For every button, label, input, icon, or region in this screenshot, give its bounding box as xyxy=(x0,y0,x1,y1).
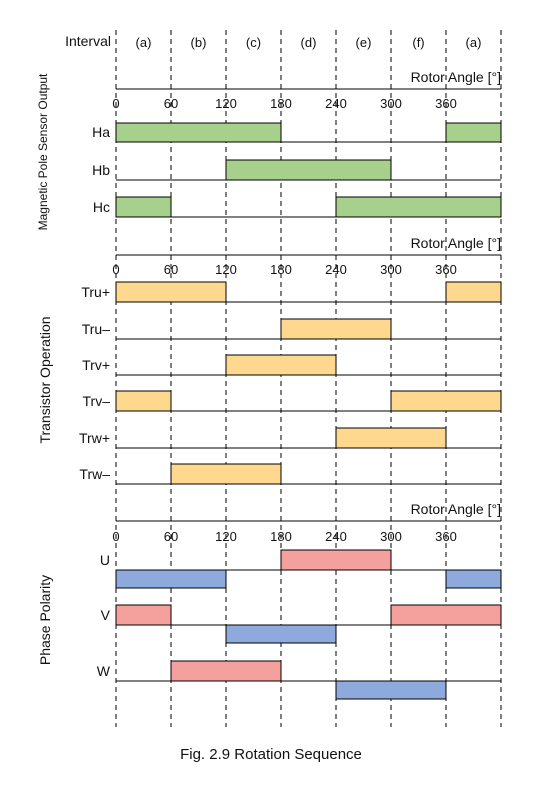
signal-row-2: V xyxy=(101,604,502,644)
tick-label: 300 xyxy=(380,262,402,277)
signal-segment-negative xyxy=(115,569,227,589)
row-label: Trw+ xyxy=(79,430,110,446)
tick-label: 60 xyxy=(164,262,178,277)
signal-segment-negative xyxy=(445,569,502,589)
tick-label: 0 xyxy=(112,529,119,544)
tick-label: 60 xyxy=(164,529,178,544)
tick-label: 360 xyxy=(435,262,457,277)
axis-title: Rotor Angle [°] xyxy=(411,235,501,251)
tick-label: 360 xyxy=(435,529,457,544)
signal-row-1: Ha xyxy=(92,122,502,143)
row-label: W xyxy=(97,663,111,679)
section-title: Magnetic Pole Sensor Output xyxy=(36,73,50,230)
row-label: Tru+ xyxy=(81,284,110,300)
row-label: Tru– xyxy=(82,321,110,337)
signal-segment-on xyxy=(390,390,502,412)
tick-label: 60 xyxy=(164,96,178,111)
signal-segment-positive xyxy=(170,660,282,682)
signal-row-6: Trw– xyxy=(79,463,501,485)
signal-row-2: Tru– xyxy=(82,318,501,340)
signal-row-3: Trv+ xyxy=(82,354,501,376)
signal-row-2: Hb xyxy=(92,159,501,181)
interval-name: (a) xyxy=(466,35,482,50)
interval-name: (d) xyxy=(301,35,317,50)
interval-label: Interval xyxy=(65,33,111,49)
tick-label: 120 xyxy=(215,96,237,111)
signal-row-1: Tru+ xyxy=(81,281,502,303)
tick-label: 180 xyxy=(270,529,292,544)
tick-label: 0 xyxy=(112,96,119,111)
row-label: Hc xyxy=(93,199,110,215)
tick-label: 300 xyxy=(380,96,402,111)
signal-row-5: Trw+ xyxy=(79,427,501,449)
signal-segment-high xyxy=(335,196,502,218)
signal-segment-on xyxy=(335,427,447,449)
tick-label: 300 xyxy=(380,529,402,544)
signal-segment-positive xyxy=(390,604,502,626)
signal-segment-on xyxy=(115,281,227,303)
interval-name: (b) xyxy=(191,35,207,50)
signal-segment-high xyxy=(115,196,172,218)
row-label: U xyxy=(100,552,110,568)
signal-segment-on xyxy=(170,463,282,485)
signal-segment-high xyxy=(115,122,282,143)
interval-name: (e) xyxy=(356,35,372,50)
row-label: Ha xyxy=(92,124,110,140)
interval-name: (f) xyxy=(412,35,424,50)
tick-label: 180 xyxy=(270,96,292,111)
figure-caption: Fig. 2.9 Rotation Sequence xyxy=(180,746,362,763)
interval-name: (c) xyxy=(246,35,261,50)
signal-segment-high xyxy=(445,122,502,143)
row-label: V xyxy=(101,607,111,623)
signal-segment-high xyxy=(225,159,392,181)
row-label: Trw– xyxy=(79,466,110,482)
tick-label: 120 xyxy=(215,529,237,544)
signal-segment-positive xyxy=(115,604,172,626)
tick-label: 360 xyxy=(435,96,457,111)
axis-title: Rotor Angle [°] xyxy=(411,69,501,85)
section-3: Phase Polarity Rotor Angle [°] 0 60 120 180 24… xyxy=(37,501,502,700)
signal-segment-positive xyxy=(280,549,392,571)
signal-segment-on xyxy=(225,354,337,376)
signal-row-3: Hc xyxy=(93,196,502,218)
signal-row-1: U xyxy=(100,549,502,589)
signal-segment-on xyxy=(280,318,392,340)
signal-segment-negative xyxy=(335,680,447,700)
row-label: Hb xyxy=(92,162,110,178)
diagram-content: (a) (b) (c) (d) (e) (f) (a) Magnetic Pole Senso… xyxy=(36,35,502,700)
row-label: Trv– xyxy=(83,393,111,409)
signal-segment-on xyxy=(445,281,502,303)
tick-label: 240 xyxy=(325,262,347,277)
tick-label: 240 xyxy=(325,96,347,111)
signal-segment-negative xyxy=(225,624,337,644)
axis-title: Rotor Angle [°] xyxy=(411,501,501,517)
tick-label: 0 xyxy=(112,262,119,277)
section-2: Transistor Operation Rotor Angle [°] 0 60 12… xyxy=(37,235,502,485)
section-1: Magnetic Pole Sensor Output Rotor Angle [… xyxy=(36,69,502,230)
row-label: Trv+ xyxy=(82,357,110,373)
signal-row-3: W xyxy=(97,660,501,700)
signal-segment-on xyxy=(115,390,172,412)
signal-row-4: Trv– xyxy=(83,390,502,412)
tick-label: 180 xyxy=(270,262,292,277)
tick-label: 240 xyxy=(325,529,347,544)
tick-label: 120 xyxy=(215,262,237,277)
section-title: Phase Polarity xyxy=(37,575,53,665)
interval-name: (a) xyxy=(136,35,152,50)
section-title: Transistor Operation xyxy=(37,316,53,443)
